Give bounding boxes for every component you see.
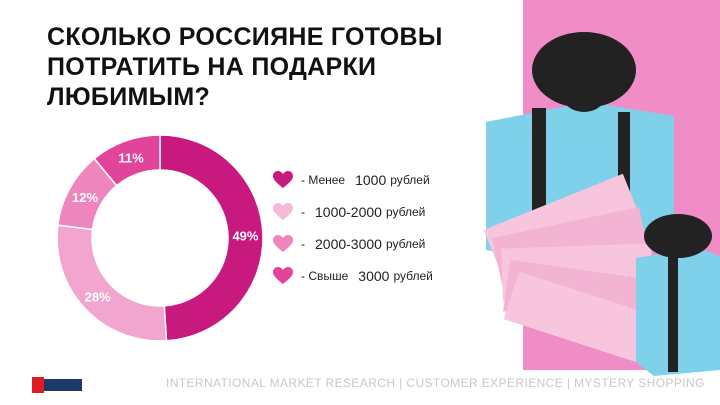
legend-suffix: рублей — [390, 173, 430, 187]
heart-icon — [273, 235, 293, 252]
legend-prefix: - Свыше — [301, 269, 349, 283]
donut-chart: 49% 28% 12% 11% — [56, 134, 264, 342]
heart-shape — [273, 267, 293, 284]
legend-item-over-3000: - Свыше 3000 рублей — [273, 260, 473, 292]
legend-prefix: - — [301, 205, 305, 219]
legend-amount: 1000-2000 — [315, 204, 382, 220]
donut-label-1: 28% — [85, 290, 111, 305]
footer-tagline: INTERNATIONAL MARKET RESEARCH | CUSTOMER… — [166, 376, 705, 390]
legend-item-2000-3000: - 2000-3000 рублей — [273, 228, 473, 260]
gift-and-money-illustration — [483, 0, 720, 376]
money-fan — [483, 173, 659, 363]
chart-legend: - Менее 1000 рублей - 1000-2000 рублей -… — [273, 164, 473, 292]
donut-slice-0 — [159, 134, 264, 342]
donut-label-0: 49% — [232, 228, 258, 243]
legend-item-under-1000: - Менее 1000 рублей — [273, 164, 473, 196]
legend-suffix: рублей — [393, 269, 433, 283]
legend-suffix: рублей — [385, 237, 426, 251]
heart-shape — [273, 235, 293, 252]
legend-suffix: рублей — [385, 205, 426, 219]
donut-label-3: 11% — [118, 151, 144, 166]
heart-shape — [273, 203, 293, 220]
legend-prefix: - Менее — [301, 173, 346, 187]
legend-amount: 3000 — [358, 268, 390, 284]
title-line-1: СКОЛЬКО РОССИЯНЕ ГОТОВЫ — [47, 23, 443, 51]
heart-icon — [273, 171, 293, 188]
logo-mark — [32, 377, 82, 393]
gift-box-small — [636, 214, 720, 376]
title-line-2: ПОТРАТИТЬ НА ПОДАРКИ — [47, 53, 377, 81]
slide-title: СКОЛЬКО РОССИЯНЕ ГОТОВЫ ПОТРАТИТЬ НА ПОД… — [47, 22, 487, 112]
legend-item-1000-2000: - 1000-2000 рублей — [273, 196, 473, 228]
heart-icon — [273, 267, 293, 284]
heart-icon — [273, 203, 293, 220]
legend-amount: 1000 — [355, 172, 387, 188]
4service-logo — [32, 377, 82, 393]
legend-amount: 2000-3000 — [315, 236, 382, 252]
title-line-3: ЛЮБИМЫМ? — [47, 83, 211, 111]
legend-prefix: - — [301, 237, 305, 251]
donut-label-2: 12% — [72, 190, 98, 205]
donut-slice-1 — [56, 224, 168, 342]
donut-slice-3 — [93, 134, 161, 187]
heart-shape — [273, 171, 293, 188]
